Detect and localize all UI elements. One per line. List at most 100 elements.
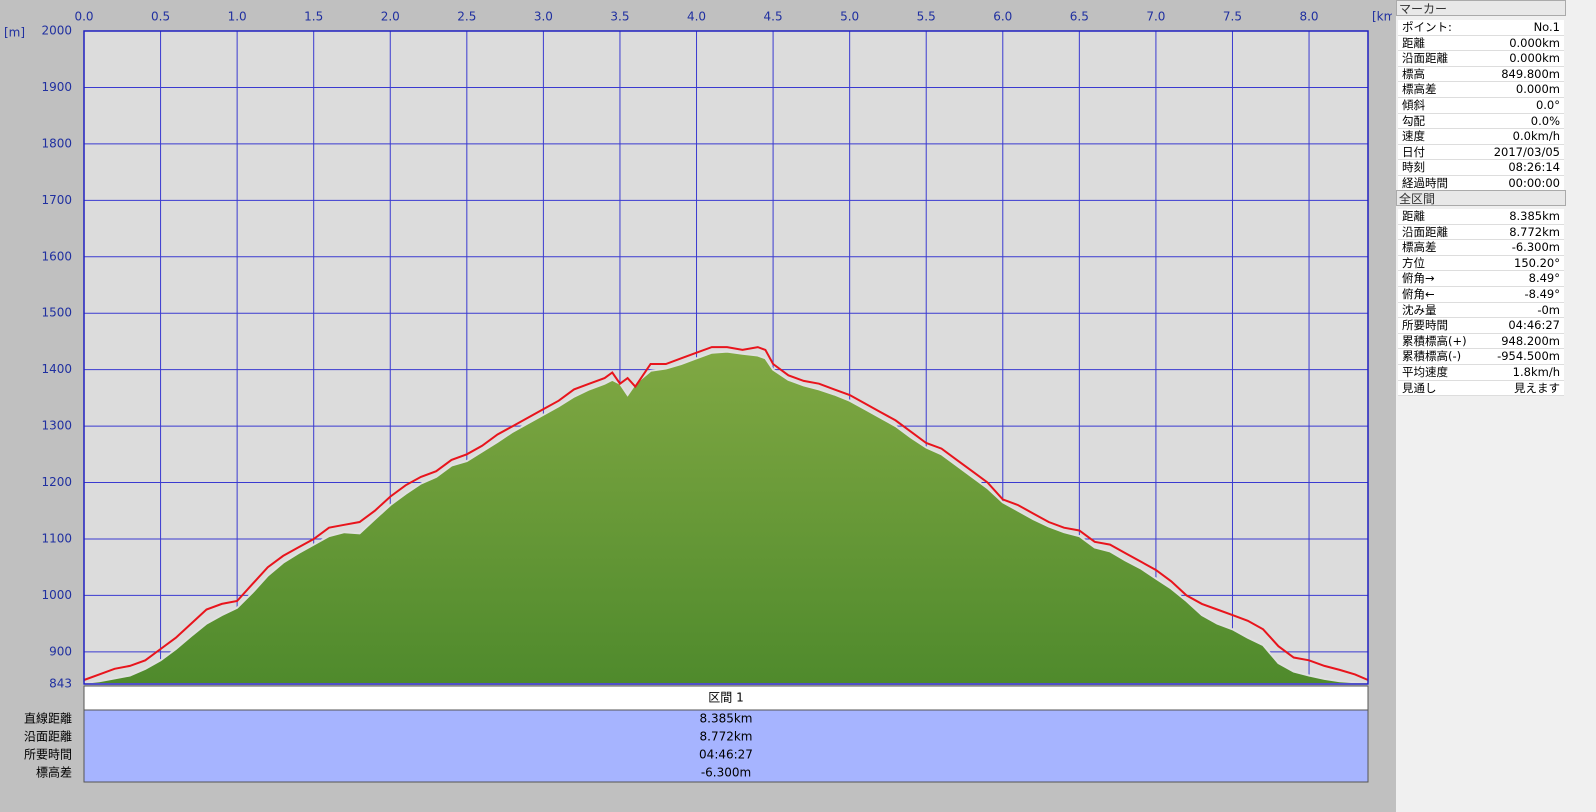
table-body-bg: [83, 709, 1369, 783]
x-tick-label: 5.5: [917, 10, 936, 24]
y-tick-label: 1600: [41, 249, 72, 263]
info-label: 見通し: [1402, 380, 1437, 395]
info-row: ポイント: No.1: [1398, 20, 1564, 36]
x-tick-label: 0.0: [74, 10, 93, 24]
row-value: 04:46:27: [699, 748, 753, 762]
y-tick-label: 1400: [41, 362, 72, 376]
section-panel: 距離 8.385km 沿面距離 8.772km 標高差 -6.300m 方位 150.20° 俯…: [1398, 209, 1564, 397]
y-tick-label: 1800: [41, 136, 72, 150]
y-tick-label: 1700: [41, 193, 72, 207]
x-tick-label: 6.0: [993, 10, 1012, 24]
info-row: 俯角→ 8.49°: [1398, 271, 1564, 287]
y-tick-label: 2000: [41, 24, 72, 38]
info-value: -954.500m: [1497, 349, 1560, 364]
info-value: 00:00:00: [1508, 175, 1560, 190]
info-label: 所要時間: [1402, 318, 1448, 333]
y-tick-label: 843: [49, 677, 72, 691]
info-row: 日付 2017/03/05: [1398, 145, 1564, 161]
terrain-area: [83, 350, 1369, 685]
x-tick-label: 1.5: [304, 10, 323, 24]
marker-panel: ポイント: No.1 距離 0.000km 沿面距離 0.000km 標高 849.800m 標…: [1398, 20, 1564, 192]
info-label: 平均速度: [1402, 364, 1448, 379]
x-tick-label: 2.0: [381, 10, 400, 24]
y-tick-label: 1300: [41, 419, 72, 433]
info-value: -6.300m: [1511, 240, 1560, 255]
info-row: 累積標高(-) -954.500m: [1398, 349, 1564, 365]
info-value: -0m: [1537, 302, 1560, 317]
row-value: -6.300m: [701, 766, 751, 780]
info-label: 沈み量: [1402, 302, 1437, 317]
track-line: [83, 346, 1369, 681]
info-label: 標高差: [1402, 240, 1437, 255]
info-label: 勾配: [1402, 113, 1425, 128]
info-value: 見えます: [1514, 380, 1560, 395]
x-tick-label: 1.0: [228, 10, 247, 24]
info-row: 沿面距離 8.772km: [1398, 225, 1564, 241]
info-value: No.1: [1533, 20, 1560, 34]
info-label: 沿面距離: [1402, 51, 1448, 66]
chart: [m] [km] 843 900 1000 1100 1200 1300 1400 1500 1…: [4, 10, 1392, 783]
x-tick-label: 6.5: [1070, 10, 1089, 24]
x-tick-label: 0.5: [151, 10, 170, 24]
info-label: 傾斜: [1402, 97, 1425, 112]
info-value: 0.0%: [1530, 113, 1560, 128]
info-row: 見通し 見えます: [1398, 381, 1564, 397]
row-value: 8.772km: [700, 730, 753, 744]
y-tick-label: 1100: [41, 531, 72, 545]
info-row: 速度 0.0km/h: [1398, 129, 1564, 145]
row-label: 標高差: [36, 765, 72, 780]
row-label: 直線距離: [24, 711, 72, 726]
info-row: 所要時間 04:46:27: [1398, 318, 1564, 334]
info-row: 距離 8.385km: [1398, 209, 1564, 225]
info-value: 8.772km: [1509, 224, 1560, 239]
marker-title: マーカー: [1396, 0, 1566, 16]
y-tick-label: 1900: [41, 80, 72, 94]
info-label: 速度: [1402, 129, 1425, 144]
table-header: 区間 1: [708, 691, 743, 705]
info-label: 標高差: [1402, 82, 1437, 97]
info-label: 方位: [1402, 255, 1425, 270]
row-label: 所要時間: [24, 748, 72, 762]
info-value: 0.0km/h: [1512, 129, 1560, 144]
info-label: 経過時間: [1402, 175, 1448, 190]
y-unit: [m]: [4, 26, 25, 40]
info-value: 8.49°: [1528, 271, 1560, 286]
info-label: 時刻: [1402, 160, 1425, 175]
x-tick-label: 5.0: [840, 10, 859, 24]
y-tick-label: 900: [49, 644, 72, 658]
x-tick-label: 7.0: [1146, 10, 1165, 24]
row-label: 沿面距離: [24, 730, 72, 744]
y-tick-label: 1500: [41, 306, 72, 320]
info-row: 平均速度 1.8km/h: [1398, 365, 1564, 381]
info-row: 方位 150.20°: [1398, 256, 1564, 272]
info-row: 標高 849.800m: [1398, 67, 1564, 83]
info-row: 傾斜 0.0°: [1398, 98, 1564, 114]
x-unit: [km]: [1372, 10, 1392, 24]
info-row: 勾配 0.0%: [1398, 114, 1564, 130]
plot-frame: [83, 30, 1369, 685]
info-value: 0.000km: [1509, 51, 1560, 66]
info-label: 日付: [1402, 144, 1425, 159]
info-label: 距離: [1402, 35, 1425, 50]
info-row: 標高差 0.000m: [1398, 82, 1564, 98]
info-row: 累積標高(+) 948.200m: [1398, 334, 1564, 350]
info-value: 0.0°: [1535, 97, 1560, 112]
info-value: 150.20°: [1514, 255, 1560, 270]
info-label: 俯角←: [1402, 286, 1435, 301]
info-label: 距離: [1402, 209, 1425, 223]
info-label: ポイント:: [1402, 20, 1452, 34]
x-tick-label: 8.0: [1299, 10, 1318, 24]
x-tick-label: 3.5: [610, 10, 629, 24]
info-label: 標高: [1402, 66, 1425, 81]
info-value: 849.800m: [1501, 66, 1560, 81]
x-tick-label: 4.0: [687, 10, 706, 24]
info-value: 948.200m: [1501, 333, 1560, 348]
info-value: 1.8km/h: [1512, 364, 1560, 379]
info-label: 俯角→: [1402, 271, 1435, 286]
info-value: 8.385km: [1509, 209, 1560, 223]
y-tick-label: 1000: [41, 588, 72, 602]
info-label: 累積標高(-): [1402, 349, 1462, 364]
x-tick-label: 2.5: [457, 10, 476, 24]
row-value: 8.385km: [700, 712, 753, 726]
